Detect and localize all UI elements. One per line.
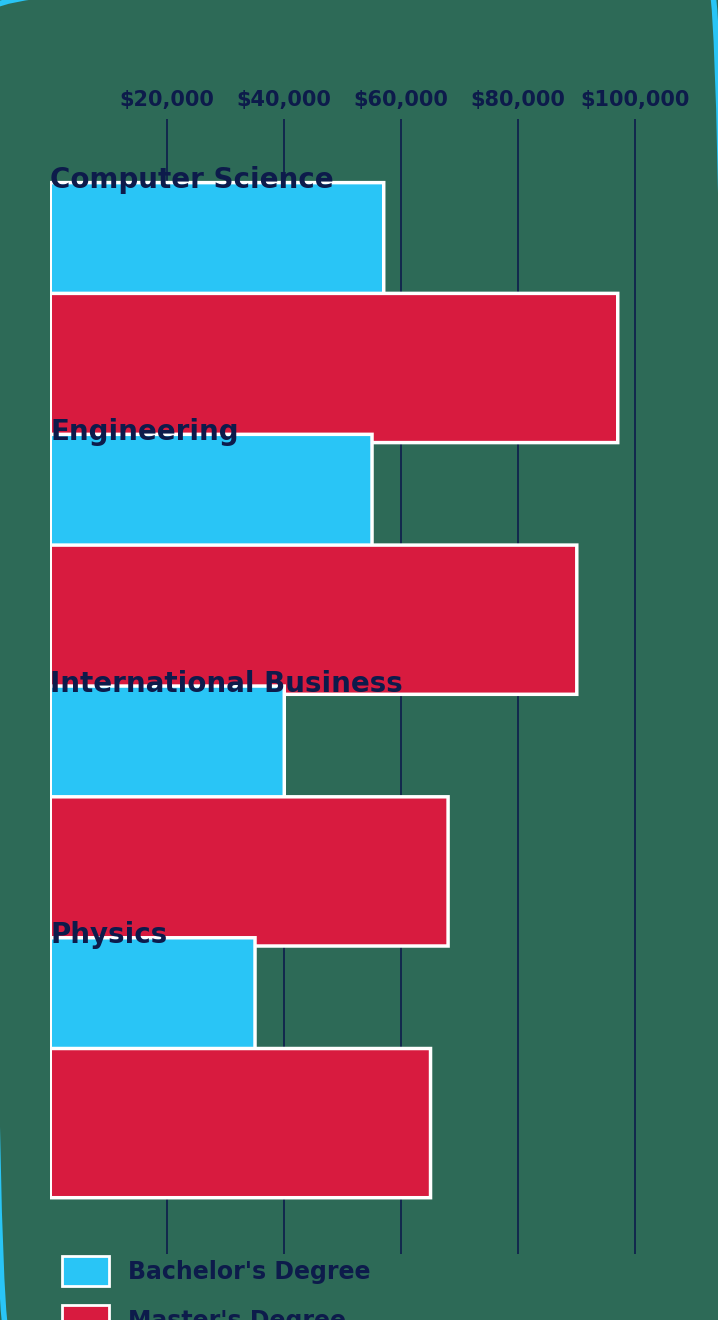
Legend: Bachelor's Degree, Master's Degree: Bachelor's Degree, Master's Degree (62, 1255, 370, 1320)
FancyBboxPatch shape (50, 545, 577, 694)
FancyBboxPatch shape (50, 1048, 431, 1197)
FancyBboxPatch shape (50, 434, 372, 583)
FancyBboxPatch shape (50, 293, 617, 442)
FancyBboxPatch shape (50, 937, 255, 1086)
Text: Engineering: Engineering (50, 418, 239, 446)
Text: Physics: Physics (50, 921, 167, 949)
Text: Computer Science: Computer Science (50, 166, 334, 194)
Text: International Business: International Business (50, 669, 403, 698)
FancyBboxPatch shape (50, 686, 284, 836)
FancyBboxPatch shape (50, 182, 383, 331)
FancyBboxPatch shape (50, 797, 448, 946)
